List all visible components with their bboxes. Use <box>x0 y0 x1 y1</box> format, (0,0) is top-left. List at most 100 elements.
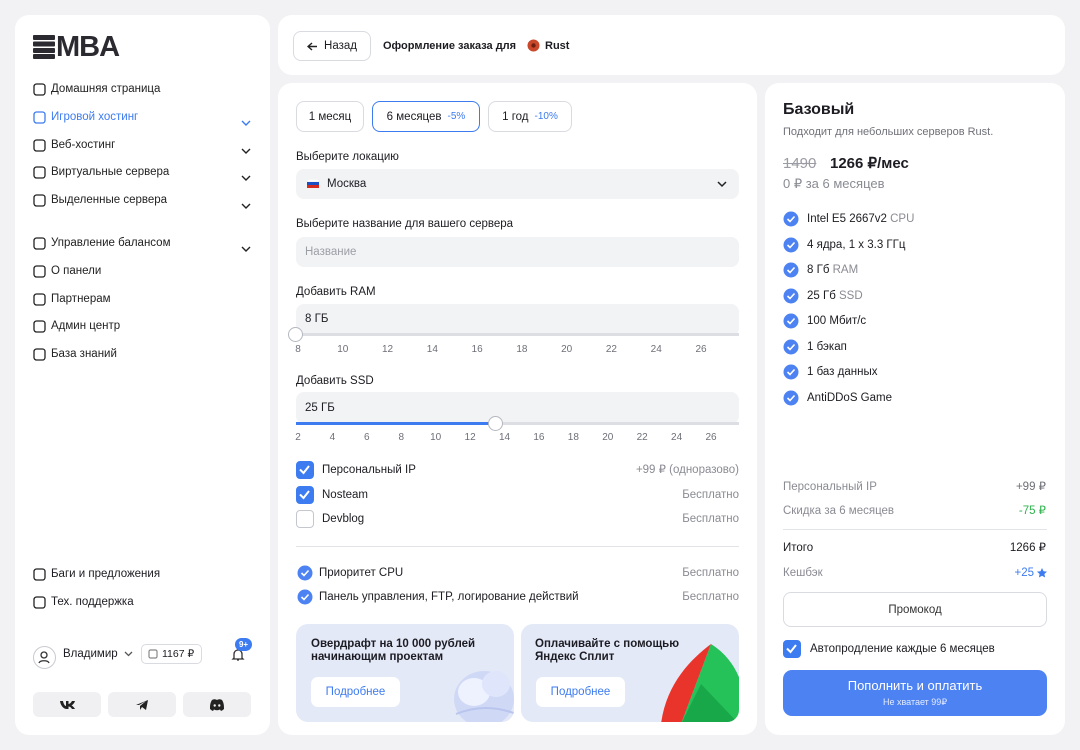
nav-icon <box>33 292 46 311</box>
nav-icon <box>33 320 46 338</box>
included-price: Бесплатно <box>682 591 739 603</box>
slider-tick: 20 <box>561 344 573 355</box>
period-button[interactable]: 6 месяцев -5% <box>372 101 480 132</box>
feature-text: 4 ядра, 1 x 3.3 ГГц <box>807 238 906 251</box>
wallet-icon <box>148 649 158 659</box>
summary-line-value: -75 ₽ <box>1018 505 1046 517</box>
nav-link[interactable]: Виртуальные сервера <box>51 166 170 179</box>
nav-link[interactable]: Веб-хостинг <box>51 138 116 151</box>
feature: 1 баз данных <box>807 364 877 380</box>
nav-link[interactable]: Админ центр <box>51 320 121 333</box>
included-price: Бесплатно <box>682 567 739 579</box>
name-label: Выберите название для вашего сервера <box>296 218 514 230</box>
slider-tick: 26 <box>695 344 707 355</box>
plan-name: Базовый <box>783 101 855 118</box>
footer-link[interactable]: Баги и предложения <box>51 568 161 580</box>
nav-link[interactable]: База знаний <box>51 348 117 361</box>
nav-icon <box>33 348 46 366</box>
select-chevron[interactable] <box>717 181 727 188</box>
cashback-star <box>1037 568 1047 578</box>
feature: 1 бэкап <box>807 339 847 355</box>
summary-line-label: Скидка за 6 месяцев <box>783 505 895 517</box>
nav-chevron <box>241 114 251 132</box>
feature-text: AntiDDoS Game <box>807 391 893 404</box>
feature: 8 Гб RAM <box>807 262 858 278</box>
nav-icon <box>33 237 46 255</box>
rust-icon <box>527 39 540 52</box>
feature-text: 100 Мбит/с <box>807 315 867 327</box>
summary-line-value: +99 ₽ <box>1015 481 1046 493</box>
nav-link[interactable]: Управление балансом <box>51 237 171 249</box>
included-check <box>297 589 313 610</box>
nav-link[interactable]: Выделенные сервера <box>51 194 168 207</box>
promo-button[interactable]: Подробнее <box>311 677 400 707</box>
period-button[interactable]: 1 год -10% <box>488 101 572 132</box>
slider-tick: 18 <box>516 344 528 355</box>
nav-link[interactable]: О панели <box>51 264 102 277</box>
pay-button[interactable] <box>783 670 1047 716</box>
nav-link[interactable]: Партнерам <box>51 292 111 305</box>
feature: AntiDDoS Game <box>807 390 892 406</box>
name-input[interactable] <box>296 237 739 267</box>
total-value: 1266 ₽ <box>1009 542 1046 554</box>
feature-check <box>783 262 799 283</box>
ssd-thumb[interactable] <box>488 416 503 431</box>
option-checkbox[interactable] <box>296 461 314 479</box>
feature-check <box>783 313 799 334</box>
feature-text: Intel E5 2667v2 <box>807 213 887 225</box>
footer-icon <box>33 596 46 614</box>
period-label: 6 месяцев <box>386 110 442 123</box>
promo-button[interactable]: Подробнее <box>536 677 625 707</box>
header <box>278 15 1065 75</box>
pay-note: Не хватает 99₽ <box>882 697 948 707</box>
back-button[interactable]: Назад <box>293 31 371 61</box>
ram-value: 8 ГБ <box>305 313 329 325</box>
nav-icon <box>33 138 46 157</box>
slider-tick: 8 <box>295 344 301 355</box>
ssd-slider-box <box>296 392 739 424</box>
promo-card: Овердрафт на 10 000 рублей начинающим пр… <box>296 624 514 722</box>
period-label: 1 год <box>502 110 529 123</box>
option-price: +99 ₽ (одноразово) <box>635 464 739 476</box>
nav-link[interactable]: Игровой хостинг <box>51 110 139 123</box>
flag-ru <box>307 179 319 188</box>
feature-check <box>783 288 799 309</box>
feature: Intel E5 2667v2 CPU <box>807 211 914 227</box>
ssd-value: 25 ГБ <box>305 402 335 414</box>
vk-button[interactable] <box>33 692 101 717</box>
logo-icon <box>33 35 55 59</box>
promo-card: Оплачивайте с помощью Яндекс Сплит Подро… <box>521 624 739 722</box>
nav-icon <box>33 194 46 212</box>
ram-thumb[interactable] <box>288 327 303 342</box>
discord-button[interactable] <box>183 692 251 717</box>
user-name[interactable]: Владимир <box>63 648 118 660</box>
telegram-button[interactable] <box>108 692 176 717</box>
option-price: Бесплатно <box>682 488 739 501</box>
location-value: Москва <box>327 178 367 190</box>
option-checkbox[interactable] <box>296 485 314 504</box>
autorenew-label: Автопродление каждые 6 месяцев <box>810 643 995 655</box>
nav-link[interactable]: Домашняя страница <box>51 83 161 95</box>
slider-tick: 26 <box>705 432 717 443</box>
slider-tick: 16 <box>533 432 545 443</box>
nav-chevron <box>241 197 251 215</box>
name-placeholder: Название <box>305 246 357 258</box>
promo-code-button[interactable]: Промокод <box>783 592 1047 627</box>
location-select[interactable] <box>296 169 739 199</box>
feature-text: 8 Гб <box>807 264 830 276</box>
user-chevron[interactable] <box>124 651 133 657</box>
option-checkbox[interactable] <box>296 510 314 528</box>
autorenew-checkbox[interactable] <box>783 640 801 658</box>
balance-box[interactable] <box>141 644 202 664</box>
period-button[interactable]: 1 месяц <box>296 101 364 132</box>
feature-check <box>783 211 799 232</box>
logo[interactable]: MBA <box>56 31 120 63</box>
avatar[interactable] <box>33 646 56 669</box>
feature-check <box>783 364 799 385</box>
slider-tick: 10 <box>430 432 442 443</box>
divider <box>296 546 739 547</box>
footer-link[interactable]: Тех. поддержка <box>51 596 134 608</box>
feature-note: CPU <box>890 213 915 225</box>
nav-icon <box>33 265 46 283</box>
